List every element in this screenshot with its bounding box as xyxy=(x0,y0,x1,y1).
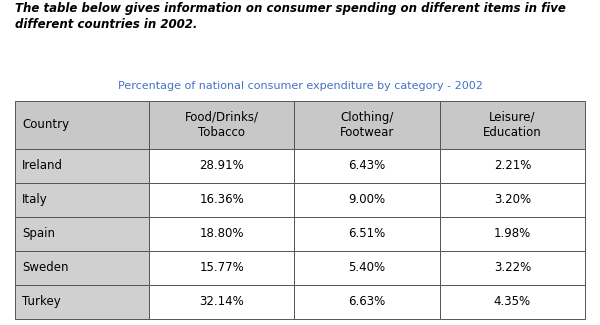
Bar xyxy=(440,149,585,183)
Text: 28.91%: 28.91% xyxy=(199,159,244,172)
Bar xyxy=(440,251,585,284)
Bar xyxy=(440,284,585,318)
Text: 9.00%: 9.00% xyxy=(349,193,386,206)
Bar xyxy=(149,183,294,216)
Text: 18.80%: 18.80% xyxy=(199,227,244,240)
Text: 15.77%: 15.77% xyxy=(199,261,244,274)
Text: 6.63%: 6.63% xyxy=(349,295,386,308)
Bar xyxy=(15,183,149,216)
Bar xyxy=(440,216,585,251)
Text: 1.98%: 1.98% xyxy=(494,227,531,240)
Bar xyxy=(149,284,294,318)
Bar xyxy=(15,284,149,318)
Text: Turkey: Turkey xyxy=(22,295,61,308)
Text: 16.36%: 16.36% xyxy=(199,193,244,206)
Text: Ireland: Ireland xyxy=(22,159,63,172)
Bar xyxy=(149,101,294,149)
Text: 4.35%: 4.35% xyxy=(494,295,531,308)
Text: 3.20%: 3.20% xyxy=(494,193,531,206)
Text: Spain: Spain xyxy=(22,227,55,240)
Bar xyxy=(440,101,585,149)
Bar xyxy=(149,251,294,284)
Bar xyxy=(15,251,149,284)
Text: Leisure/
Education: Leisure/ Education xyxy=(483,111,542,139)
Bar xyxy=(15,149,149,183)
Text: 2.21%: 2.21% xyxy=(494,159,531,172)
Bar xyxy=(294,101,440,149)
Bar xyxy=(294,183,440,216)
Bar xyxy=(149,216,294,251)
Bar xyxy=(15,101,149,149)
Text: The table below gives information on consumer spending on different items in fiv: The table below gives information on con… xyxy=(15,2,566,31)
Text: Country: Country xyxy=(22,118,70,131)
Text: Sweden: Sweden xyxy=(22,261,69,274)
Text: Percentage of national consumer expenditure by category - 2002: Percentage of national consumer expendit… xyxy=(118,81,482,91)
Text: 32.14%: 32.14% xyxy=(199,295,244,308)
Text: 6.43%: 6.43% xyxy=(349,159,386,172)
Text: 5.40%: 5.40% xyxy=(349,261,386,274)
Text: 6.51%: 6.51% xyxy=(349,227,386,240)
Bar xyxy=(294,284,440,318)
Bar xyxy=(15,216,149,251)
Text: Italy: Italy xyxy=(22,193,48,206)
Text: Food/Drinks/
Tobacco: Food/Drinks/ Tobacco xyxy=(185,111,259,139)
Text: Clothing/
Footwear: Clothing/ Footwear xyxy=(340,111,394,139)
Bar xyxy=(149,149,294,183)
Bar xyxy=(294,251,440,284)
Bar xyxy=(294,149,440,183)
Bar xyxy=(440,183,585,216)
Bar xyxy=(294,216,440,251)
Text: 3.22%: 3.22% xyxy=(494,261,531,274)
